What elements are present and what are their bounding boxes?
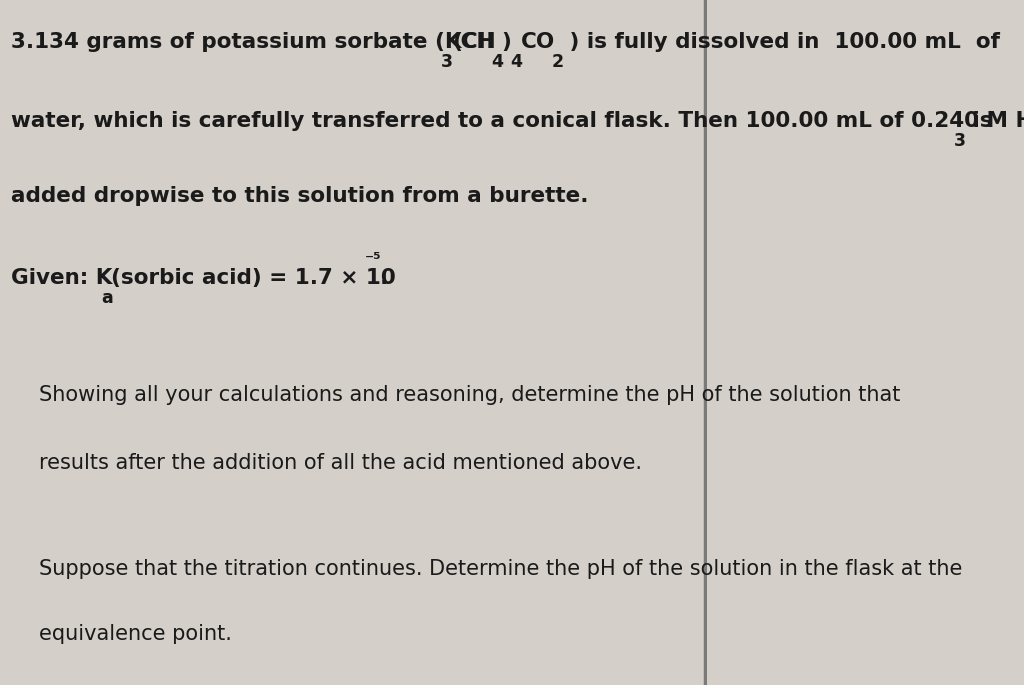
Text: a: a <box>101 290 113 308</box>
Text: equivalence point.: equivalence point. <box>39 625 231 645</box>
Text: ): ) <box>502 32 512 52</box>
Text: results after the addition of all the acid mentioned above.: results after the addition of all the ac… <box>39 453 642 473</box>
Text: 3: 3 <box>954 132 966 150</box>
Text: added dropwise to this solution from a burette.: added dropwise to this solution from a b… <box>10 186 588 206</box>
Text: water, which is carefully transferred to a conical flask. Then 100.00 mL of 0.24: water, which is carefully transferred to… <box>10 111 1024 131</box>
Text: 4: 4 <box>490 53 503 71</box>
Text: 4: 4 <box>510 53 522 71</box>
Text: Showing all your calculations and reasoning, determine the pH of the solution th: Showing all your calculations and reason… <box>39 385 900 405</box>
Text: 2: 2 <box>552 53 564 71</box>
Text: CO: CO <box>521 32 555 52</box>
Text: .: . <box>380 269 388 288</box>
Text: Given: K: Given: K <box>10 269 112 288</box>
Text: (CH: (CH <box>452 32 496 52</box>
Text: 3: 3 <box>441 53 454 71</box>
Text: is: is <box>965 111 992 131</box>
Text: 3.134 grams of potassium sorbate (KCH: 3.134 grams of potassium sorbate (KCH <box>10 32 494 52</box>
Text: ) is fully dissolved in  100.00 mL  of: ) is fully dissolved in 100.00 mL of <box>562 32 1000 52</box>
Text: Suppose that the titration continues. Determine the pH of the solution in the fl: Suppose that the titration continues. De… <box>39 560 963 580</box>
Text: (sorbic acid) = 1.7 × 10: (sorbic acid) = 1.7 × 10 <box>112 269 396 288</box>
Text: ⁻⁵: ⁻⁵ <box>366 251 382 269</box>
